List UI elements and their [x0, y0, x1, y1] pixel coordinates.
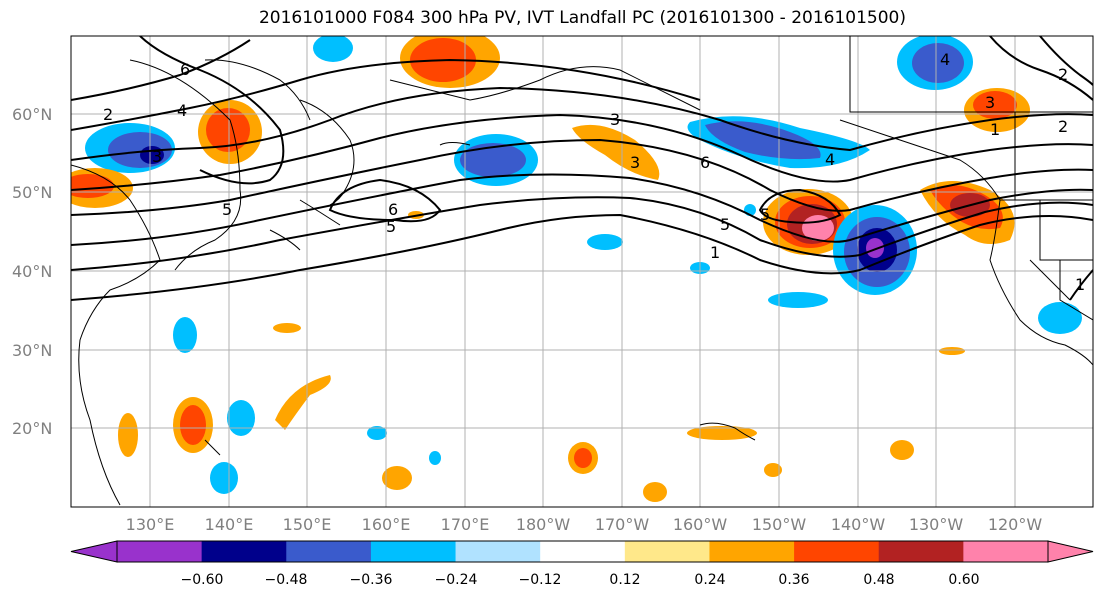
colorbar-tick-label: 0.48 [863, 572, 895, 588]
positive-anomaly-region [118, 413, 138, 457]
lon-label: 170°E [440, 515, 490, 534]
contour-label: 6 [180, 60, 190, 79]
contour-label: 3 [152, 147, 162, 166]
positive-anomaly-region [939, 347, 965, 355]
positive-anomaly-region [206, 108, 250, 152]
contour-label: 6 [388, 200, 398, 219]
positive-anomaly-region [574, 448, 592, 468]
contour-label: 5 [720, 215, 730, 234]
contour-label: 5 [760, 205, 770, 224]
lon-label: 150°E [282, 515, 332, 534]
contour-label: 1 [1075, 275, 1085, 294]
positive-anomaly-region [643, 482, 667, 502]
positive-anomaly-region [71, 174, 114, 198]
positive-anomaly-region [890, 440, 914, 460]
contour-label: 4 [825, 150, 835, 169]
positive-anomaly-region [687, 426, 757, 440]
colorbar-segment [624, 541, 710, 562]
map-frame [70, 35, 1094, 508]
negative-anomaly-region [210, 462, 238, 494]
lon-label: 160°E [361, 515, 411, 534]
contour-label: 5 [386, 217, 396, 236]
lat-label: 60°N [12, 105, 53, 124]
colorbar-max-extension [1047, 540, 1094, 563]
contour-label: 3 [610, 110, 620, 129]
colorbar-tick-label: 0.12 [609, 572, 641, 588]
negative-anomaly-region [587, 234, 623, 250]
negative-anomaly-region [173, 317, 197, 353]
colorbar-segment [370, 541, 457, 562]
contour-label: 4 [177, 101, 187, 120]
colorbar-segment [794, 541, 880, 562]
lon-label: 170°W [594, 515, 650, 534]
negative-anomaly-region [367, 426, 387, 440]
colorbar-tick-label: −0.24 [434, 572, 478, 588]
contour-label: 4 [940, 50, 950, 69]
positive-anomaly-region [275, 375, 331, 430]
positive-anomaly-region [382, 466, 412, 490]
negative-anomaly-region [313, 36, 353, 62]
negative-anomaly-region [1038, 302, 1082, 334]
lon-label: 160°W [672, 515, 728, 534]
negative-anomaly-region [866, 238, 884, 258]
map-gridlines [71, 36, 1093, 507]
colorbar-tick-label: −0.12 [518, 572, 562, 588]
negative-anomaly-region [227, 400, 255, 436]
colorbar-tick-label: −0.60 [180, 572, 224, 588]
colorbar-segment [540, 541, 626, 562]
colorbar-segment [286, 541, 372, 562]
colorbar-frame [116, 540, 1049, 563]
negative-anomaly-region [429, 451, 441, 465]
contour-label: 1 [990, 120, 1000, 139]
lat-label: 50°N [12, 183, 53, 202]
contour-label: 6 [700, 153, 710, 172]
negative-anomaly-region [768, 292, 828, 308]
contour-label: 3 [985, 93, 995, 112]
contour-label: 2 [1058, 65, 1068, 84]
contour-label: 5 [222, 200, 232, 219]
lon-label: 130°E [125, 515, 175, 534]
map-title: 2016101000 F084 300 hPa PV, IVT Landfall… [258, 8, 906, 28]
colorbar-segment [201, 541, 287, 562]
positive-anomaly-region [273, 323, 301, 333]
lat-label: 40°N [12, 262, 53, 281]
colorbar [70, 540, 1094, 563]
colorbar-segment [963, 541, 1049, 562]
colorbar-tick-label: 0.24 [694, 572, 726, 588]
lon-label: 120°W [987, 515, 1043, 534]
contour-label: 1 [710, 243, 720, 262]
colorbar-min-extension [70, 540, 118, 563]
contour-label: 2 [1058, 117, 1068, 136]
lon-label: 130°W [908, 515, 964, 534]
positive-anomaly-region [572, 124, 660, 180]
lon-label: 140°E [204, 515, 254, 534]
colorbar-tick-label: 0.36 [778, 572, 810, 588]
lon-label: 150°W [751, 515, 807, 534]
colorbar-segment [455, 541, 541, 562]
contour-label: 2 [103, 105, 113, 124]
positive-anomaly-region [180, 405, 206, 445]
negative-anomaly-region [705, 121, 821, 160]
colorbar-segment [117, 541, 203, 562]
colorbar-segment [878, 541, 964, 562]
contour-label: 3 [630, 153, 640, 172]
colorbar-tick-label: −0.36 [349, 572, 393, 588]
coastlines [71, 36, 1093, 506]
negative-anomaly-region [912, 43, 964, 83]
colorbar-segment [709, 541, 795, 562]
lon-label: 180°W [515, 515, 571, 534]
lat-label: 30°N [12, 341, 53, 360]
positive-anomaly-region [764, 463, 782, 477]
lat-label: 20°N [12, 419, 53, 438]
pv-contours [71, 36, 1093, 301]
colorbar-tick-label: −0.48 [264, 572, 308, 588]
colorbar-tick-label: 0.60 [948, 572, 980, 588]
negative-anomaly-region [460, 143, 526, 177]
lon-label: 140°W [830, 515, 886, 534]
